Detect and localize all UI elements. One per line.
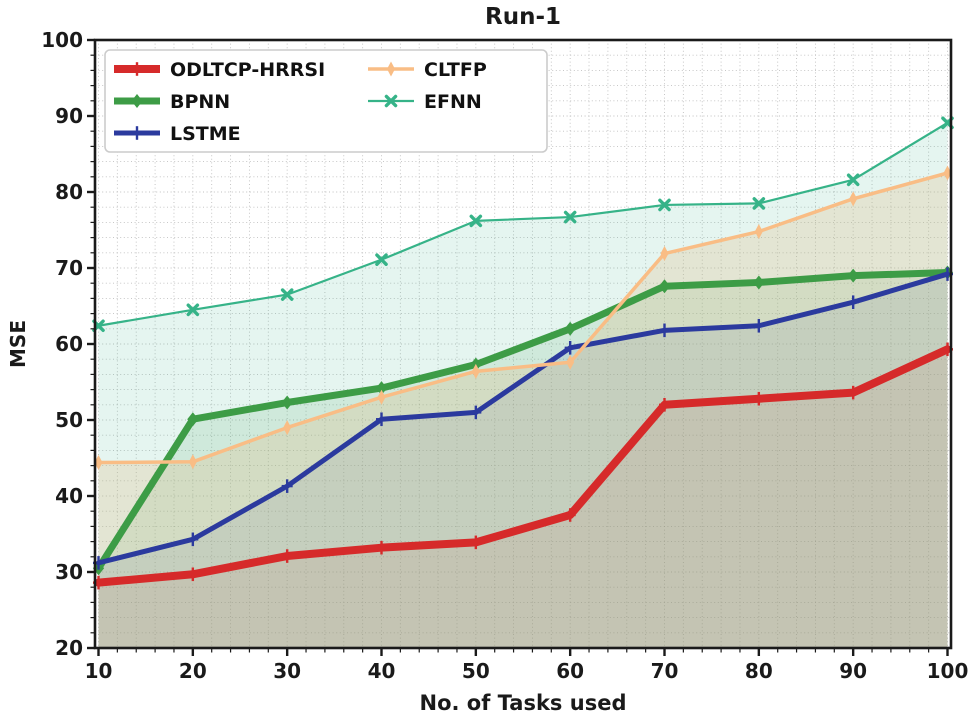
data-marker-bpnn [375, 381, 388, 396]
x-tick-label: 10 [85, 659, 113, 683]
series-line-odltcp-hrrsi [94, 345, 952, 587]
data-marker-cltfp [849, 191, 858, 207]
data-marker-efnn [752, 197, 766, 210]
x-axis-label: No. of Tasks used [420, 691, 627, 715]
series-line-lstme [96, 271, 950, 566]
series-line-bpnn [95, 269, 951, 572]
legend-label-bpnn: BPNN [170, 91, 230, 113]
y-tick-label: 90 [55, 104, 83, 128]
area-fill-efnn [98, 122, 948, 649]
x-tick-label: 70 [651, 659, 679, 683]
y-tick-label: 50 [55, 408, 83, 432]
data-marker-cltfp [754, 224, 763, 240]
x-tick-label: 80 [745, 659, 773, 683]
x-tick-label: 50 [462, 659, 490, 683]
legend-marker-bpnn [131, 94, 143, 108]
data-marker-efnn [846, 173, 860, 187]
y-tick-label: 60 [55, 332, 83, 356]
chart-title: Run-1 [485, 4, 561, 30]
data-marker-cltfp [377, 389, 386, 405]
legend-label-odltcp-hrrsi: ODLTCP-HRRSI [170, 59, 325, 81]
area-fill-cltfp [98, 173, 948, 648]
data-marker-bpnn [564, 321, 576, 336]
y-tick-label: 30 [55, 560, 83, 584]
legend-marker-cltfp [387, 61, 395, 77]
data-marker-efnn [469, 214, 483, 228]
data-marker-efnn [375, 253, 388, 266]
data-marker-efnn [563, 210, 577, 224]
data-marker-cltfp [188, 454, 197, 470]
series-cltfp [94, 165, 952, 471]
legend-marker-efnn [384, 94, 398, 108]
data-marker-cltfp [471, 363, 480, 379]
data-marker-cltfp [566, 354, 575, 370]
data-marker-efnn [280, 288, 294, 301]
legend-label-lstme: LSTME [170, 123, 241, 145]
data-marker-efnn [186, 303, 200, 317]
y-tick-label: 40 [55, 484, 83, 508]
x-tick-label: 90 [839, 659, 867, 683]
x-tick-label: 30 [273, 659, 301, 683]
series-line-cltfp [96, 171, 950, 465]
y-tick-label: 80 [55, 180, 83, 204]
x-tick-label: 100 [927, 659, 969, 683]
y-axis-label: MSE [6, 320, 30, 368]
y-tick-label: 100 [41, 28, 83, 52]
data-marker-cltfp [283, 420, 292, 436]
data-marker-cltfp [660, 246, 669, 262]
y-tick-label: 70 [55, 256, 83, 280]
series-line-efnn [97, 121, 949, 327]
series-layer [92, 116, 954, 590]
area-fill-odltcp-hrrsi [98, 349, 948, 648]
legend: ODLTCP-HRRSI BPNN LSTME CLTFP EFNN [104, 49, 548, 153]
data-marker-bpnn [281, 395, 293, 410]
data-marker-bpnn [847, 268, 859, 283]
data-marker-bpnn [658, 279, 671, 294]
data-marker-bpnn [753, 275, 765, 290]
data-marker-bpnn [187, 412, 199, 427]
data-marker-efnn [658, 198, 671, 212]
x-tick-label: 60 [556, 659, 584, 683]
x-tick-label: 20 [179, 659, 207, 683]
data-marker-cltfp [943, 165, 952, 181]
legend-label-efnn: EFNN [424, 91, 482, 113]
series-odltcp-hrrsi [93, 342, 953, 590]
tick-layer [87, 38, 949, 656]
data-marker-cltfp [94, 455, 103, 471]
series-lstme [93, 267, 953, 570]
y-tick-label: 20 [55, 636, 83, 660]
x-tick-label: 40 [368, 659, 396, 683]
legend-box [104, 49, 548, 153]
legend-label-cltfp: CLTFP [424, 59, 487, 81]
